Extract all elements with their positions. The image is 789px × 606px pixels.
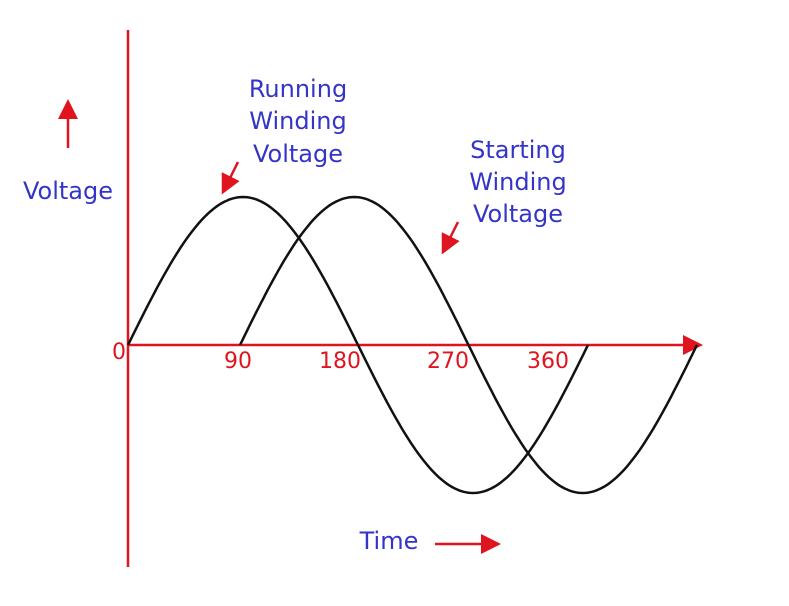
running-label: Winding [249,107,346,135]
tick-labels: 90 180 270 360 [224,349,569,374]
origin-label: 0 [112,340,126,365]
starting-label: Starting [470,136,566,164]
tick-label: 180 [319,349,361,374]
running-label: Running [249,75,347,103]
running-pointer [221,161,240,195]
y-axis-label: Voltage [23,177,113,205]
running-label: Voltage [253,140,343,168]
x-axis-label: Time [359,527,419,555]
tick-label: 90 [224,349,252,374]
running-wave [126,195,590,495]
tick-label: 270 [427,349,469,374]
starting-wave [238,195,699,495]
starting-pointer [441,221,460,255]
tick-label: 360 [527,349,569,374]
starting-label: Voltage [473,200,563,228]
starting-label: Winding [469,168,566,196]
